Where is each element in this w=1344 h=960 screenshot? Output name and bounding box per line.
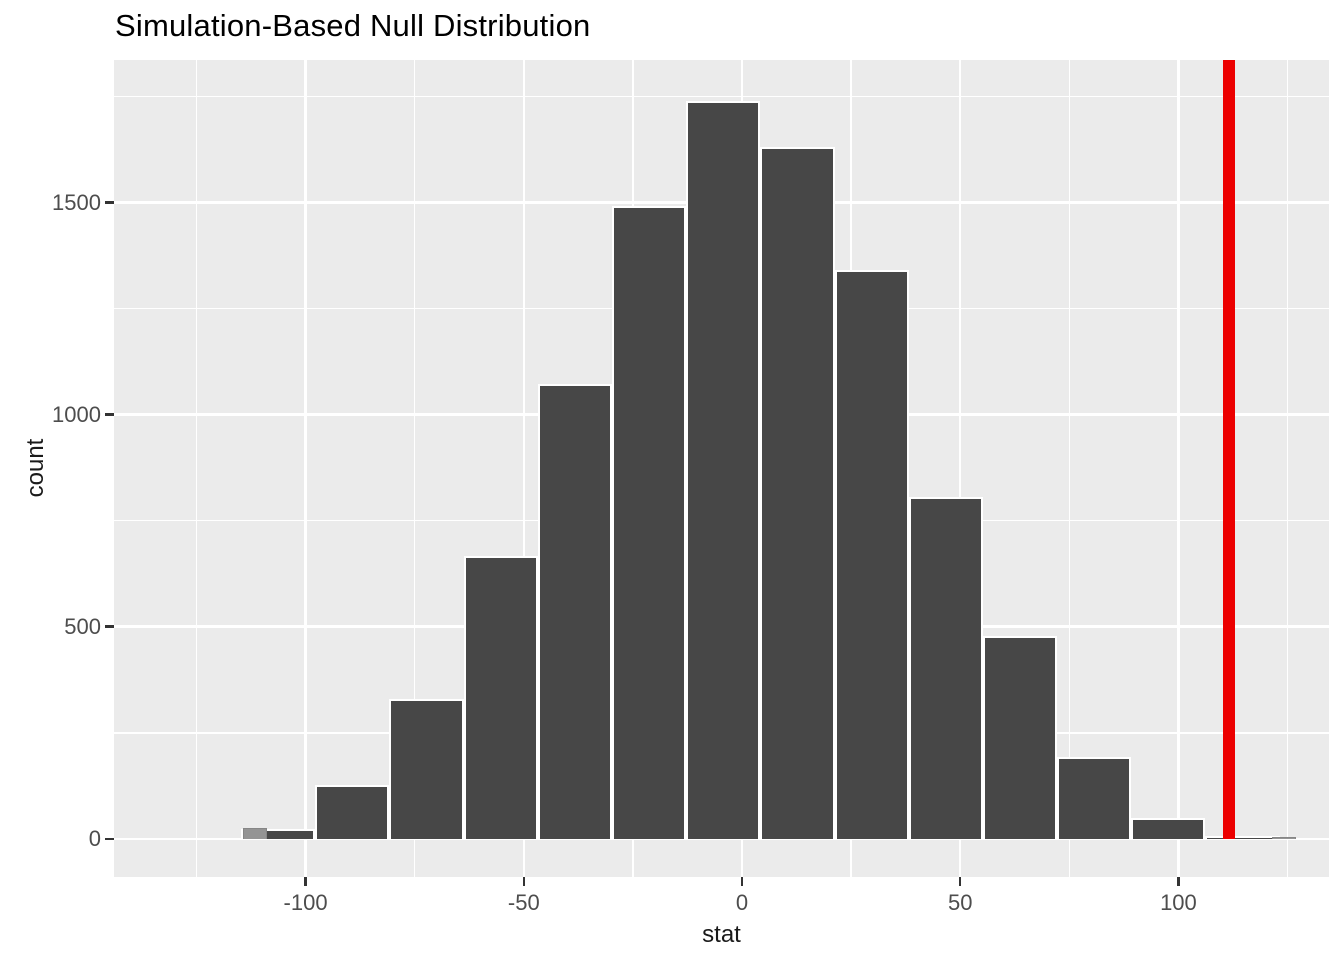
histogram-bar [1205,835,1280,839]
y-axis-title: count [22,438,49,497]
overlay-bar [1271,836,1296,839]
x-tick-label: 100 [1160,890,1197,915]
histogram-bar [760,147,835,839]
histogram-bar [908,497,983,839]
x-minor-gridline [195,60,198,877]
histogram-bar [1057,756,1132,839]
x-major-gridline [304,60,307,877]
y-tick-label: 1000 [52,401,101,427]
histogram-bar [982,636,1058,839]
x-axis-title: stat [702,921,741,948]
histogram-bar [834,270,909,839]
x-major-gridline [522,60,526,877]
x-tick-mark [522,877,526,886]
y-tick-mark [105,201,114,204]
x-minor-gridline [1286,60,1289,877]
y-tick-label: 1500 [52,189,101,215]
x-major-gridline [958,60,962,877]
x-tick-label: 50 [947,890,973,915]
y-tick-mark [105,413,114,416]
y-tick-mark [105,625,114,628]
histogram-bar [315,784,390,839]
x-tick-mark [1177,877,1180,886]
x-tick-label: 0 [735,890,749,915]
overlay-bar [243,827,267,839]
x-tick-mark [740,877,744,886]
x-tick-label: -50 [507,890,540,915]
y-tick-mark [105,837,114,841]
y-major-gridline [114,837,1329,841]
x-tick-mark [958,877,962,886]
observed-stat-line [1222,60,1235,839]
histogram-bar [166,837,241,840]
histogram-bar [240,829,316,839]
x-tick-mark [304,877,307,886]
x-tick-label: -100 [283,890,328,915]
plot-title: Simulation-Based Null Distribution [115,8,591,43]
x-minor-gridline [1068,60,1071,877]
histogram-bar [1131,818,1206,839]
y-minor-gridline [114,95,1329,98]
histogram-bar [611,205,687,839]
y-tick-label: 500 [64,613,101,639]
histogram-bar [463,555,538,839]
plot-panel [114,60,1329,877]
histogram-bar [686,100,761,839]
x-minor-gridline [413,60,416,877]
x-major-gridline [1177,60,1180,877]
histogram-bar [537,384,612,839]
histogram-bar [389,698,464,839]
y-tick-label: 0 [88,825,101,851]
